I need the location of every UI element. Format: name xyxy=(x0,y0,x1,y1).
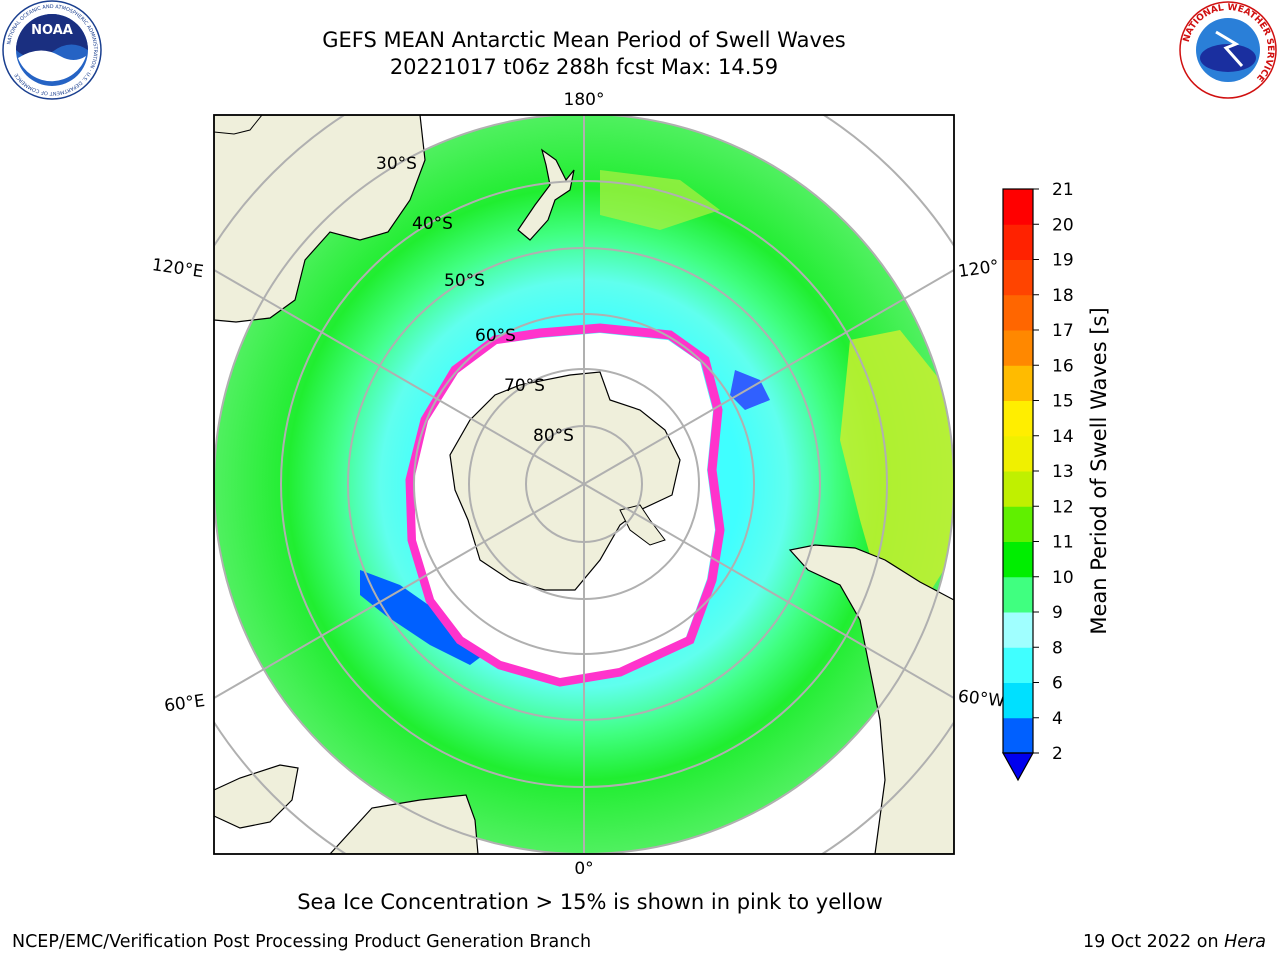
colorbar-tick-label: 4 xyxy=(1052,709,1063,729)
lon-label-180: 180° xyxy=(564,90,605,110)
swell-low-patch-2 xyxy=(730,370,770,410)
colorbar-block xyxy=(1003,330,1033,366)
footer-date: 19 Oct 2022 on Hera xyxy=(1083,932,1266,952)
colorbar-block xyxy=(1003,647,1033,683)
colorbar-block xyxy=(1003,471,1033,507)
colorbar-tick-label: 14 xyxy=(1052,427,1074,447)
colorbar-tick-label: 8 xyxy=(1052,638,1063,658)
colorbar-block xyxy=(1003,717,1033,754)
lon-label-0: 0° xyxy=(574,859,593,879)
colorbar-block xyxy=(1003,224,1033,260)
chart-title: GEFS MEAN Antarctic Mean Period of Swell… xyxy=(322,28,846,52)
svg-text:NOAA: NOAA xyxy=(31,23,73,38)
colorbar-tick-label: 11 xyxy=(1052,533,1074,553)
colorbar-tick-label: 19 xyxy=(1052,251,1074,271)
lat-label: 50°S xyxy=(444,271,485,291)
noaa-logo: NOAA NATIONAL OCEANIC AND ATMOSPHERIC AD… xyxy=(2,0,102,100)
colorbar-tick-label: 12 xyxy=(1052,497,1074,517)
new-zealand-land xyxy=(517,148,575,241)
footer-credit: NCEP/EMC/Verification Post Processing Pr… xyxy=(12,932,592,952)
colorbar-block xyxy=(1003,576,1033,613)
lon-label-60w: 60°W xyxy=(957,687,1006,712)
colorbar-block xyxy=(1003,541,1033,578)
colorbar-label: Mean Period of Swell Waves [s] xyxy=(1087,307,1111,634)
colorbar-tick-label: 18 xyxy=(1052,286,1074,306)
colorbar-block xyxy=(1003,612,1033,648)
colorbar-tick-label: 13 xyxy=(1052,462,1074,482)
colorbar-block xyxy=(1003,294,1033,331)
antarctica-land xyxy=(449,371,681,591)
nz-north-land xyxy=(214,115,263,135)
colorbar-tick-label: 2 xyxy=(1052,744,1063,764)
colorbar-block xyxy=(1003,506,1033,542)
colorbar-block xyxy=(1003,682,1033,719)
colorbar-tick-label: 16 xyxy=(1052,356,1074,376)
sea-ice-footnote: Sea Ice Concentration > 15% is shown in … xyxy=(297,890,883,914)
lat-label: 30°S xyxy=(376,154,417,174)
colorbar-block xyxy=(1003,259,1033,296)
map-frame xyxy=(213,114,955,855)
colorbar-block xyxy=(1003,435,1033,472)
lat-label: 70°S xyxy=(504,376,545,396)
swell-high-patch xyxy=(840,330,954,600)
colorbar-tick-label: 17 xyxy=(1052,321,1074,341)
lat-label: 80°S xyxy=(533,426,574,446)
colorbar-tick-label: 21 xyxy=(1052,180,1074,200)
chart-subtitle: 20221017 t06z 288h fcst Max: 14.59 xyxy=(389,55,779,79)
colorbar-block xyxy=(1003,365,1033,401)
lat-label: 60°S xyxy=(475,326,516,346)
lat-label: 40°S xyxy=(412,214,453,234)
colorbar-tick-label: 9 xyxy=(1052,603,1063,623)
colorbar-tick-label: 15 xyxy=(1052,392,1074,412)
colorbar-block xyxy=(1003,189,1033,225)
graticule xyxy=(214,115,954,854)
colorbar-tick-label: 10 xyxy=(1052,568,1074,588)
colorbar-tick-label: 20 xyxy=(1052,215,1074,235)
footer-host: Hera xyxy=(1224,932,1266,952)
colorbar-under-arrow xyxy=(1001,752,1035,782)
colorbar-tick-label: 6 xyxy=(1052,674,1063,694)
nws-logo: NATIONAL WEATHER SERVICE xyxy=(1179,1,1277,99)
antarctic-peninsula-land xyxy=(619,504,666,546)
colorbar-block xyxy=(1003,400,1033,437)
